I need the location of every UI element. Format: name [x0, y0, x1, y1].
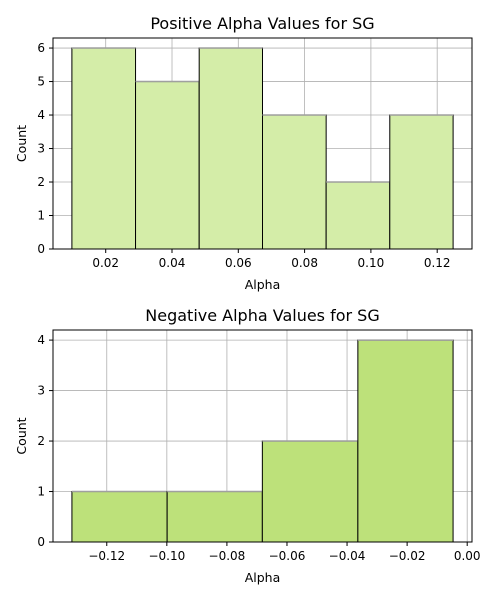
histogram-bar [325, 181, 391, 250]
y-tick-label: 1 [37, 485, 45, 499]
histogram-bar [261, 440, 359, 543]
y-tick-label: 4 [37, 333, 45, 347]
x-tick-label: 0.00 [454, 549, 481, 563]
histogram-bar [71, 491, 168, 543]
x-tick-label: −0.02 [389, 549, 426, 563]
y-axis-label: Count [14, 417, 29, 454]
x-tick-label: 0.10 [358, 256, 385, 270]
x-tick-label: 0.12 [424, 256, 451, 270]
histogram-bar [166, 491, 263, 543]
axes-frame [52, 329, 473, 543]
x-tick-label: −0.04 [329, 549, 366, 563]
x-tick-label: −0.08 [209, 549, 246, 563]
y-axis-label: Count [14, 125, 29, 162]
y-tick-label: 5 [37, 75, 45, 89]
y-tick-label: 0 [37, 535, 45, 549]
x-tick-label: 0.02 [92, 256, 119, 270]
x-axis-label: Alpha [245, 570, 281, 585]
histogram-bar [357, 339, 454, 543]
x-tick-label: −0.12 [88, 549, 125, 563]
x-tick-label: −0.10 [148, 549, 185, 563]
chart-title: Positive Alpha Values for SG [150, 14, 374, 33]
x-tick-label: −0.06 [269, 549, 306, 563]
y-tick-label: 2 [37, 175, 45, 189]
y-tick-label: 1 [37, 209, 45, 223]
x-tick-label: 0.08 [291, 256, 318, 270]
y-tick-label: 2 [37, 434, 45, 448]
x-axis-label: Alpha [245, 277, 281, 292]
histogram-bar [389, 114, 454, 250]
subplot-2: −0.12 −0.10 −0.08 −0.06 −0.04 −0.02 0.00 0 1 2 3 4 N… [14, 306, 481, 585]
histogram-bar [71, 47, 137, 250]
y-tick-label: 6 [37, 41, 45, 55]
histogram-bar [135, 81, 200, 250]
y-tick-label: 3 [37, 142, 45, 156]
subplot-1: 0.02 0.04 0.06 0.08 0.10 0.12 0 1 2 3 4 5 6 Positive … [14, 14, 473, 292]
histogram-bar [198, 47, 263, 250]
x-tick-label: 0.06 [225, 256, 252, 270]
histogram-bar [262, 114, 327, 250]
axes-frame [52, 37, 473, 250]
y-tick-label: 3 [37, 384, 45, 398]
x-tick-label: 0.04 [159, 256, 186, 270]
y-tick-label: 0 [37, 242, 45, 256]
chart-title: Negative Alpha Values for SG [145, 306, 379, 325]
y-tick-label: 4 [37, 108, 45, 122]
